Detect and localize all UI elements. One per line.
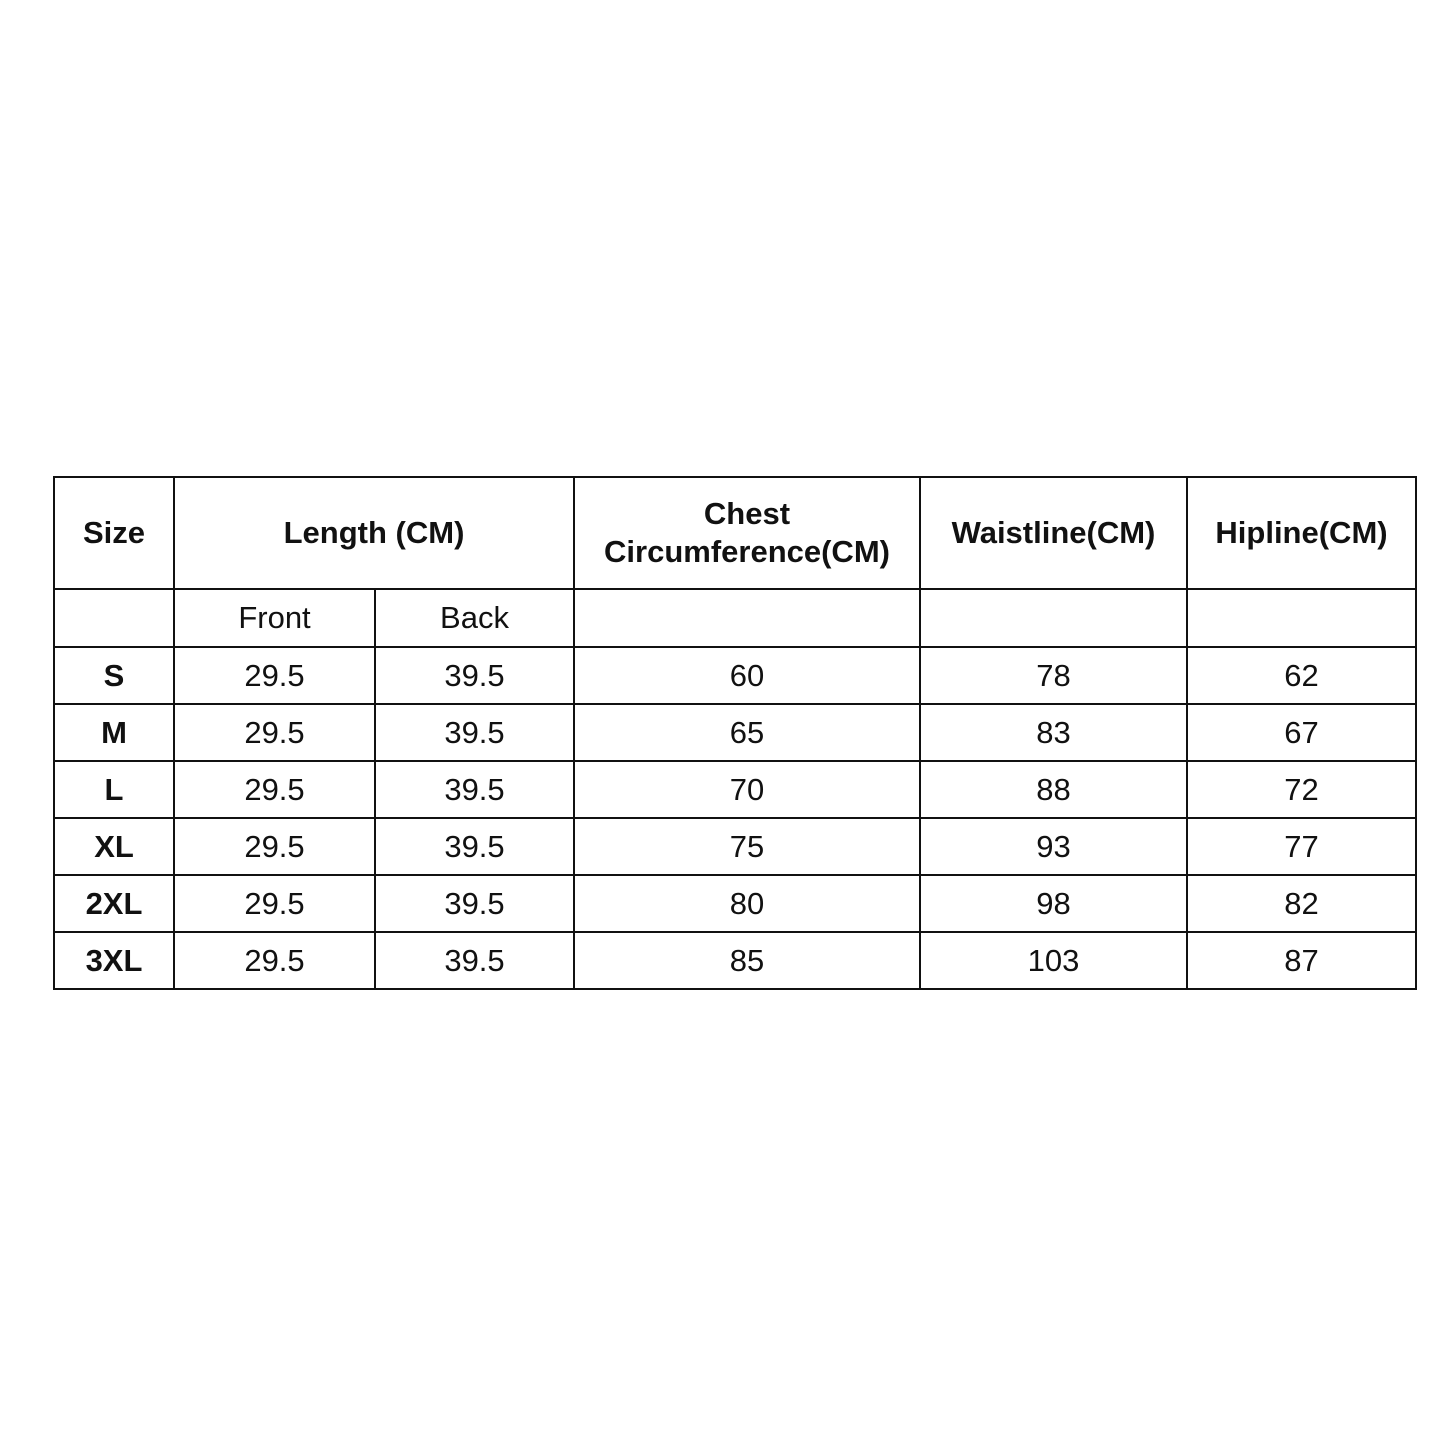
subheader-front: Front — [173, 588, 376, 648]
header-size: Size — [53, 476, 175, 590]
cell-hip: 62 — [1186, 646, 1417, 705]
header-hip: Hipline(CM) — [1186, 476, 1417, 590]
subheader-empty — [1186, 588, 1417, 648]
header-chest: Chest Circumference(CM) — [573, 476, 921, 590]
cell-size: L — [53, 760, 175, 819]
cell-waist: 98 — [919, 874, 1188, 933]
subheader-empty — [53, 588, 175, 648]
cell-hip: 67 — [1186, 703, 1417, 762]
table-row: S 29.5 39.5 60 78 62 — [53, 646, 1417, 705]
header-chest-line1: Chest — [703, 496, 791, 531]
cell-chest: 85 — [573, 931, 921, 990]
cell-front: 29.5 — [173, 931, 376, 990]
cell-size: XL — [53, 817, 175, 876]
cell-size: M — [53, 703, 175, 762]
table-row: 2XL 29.5 39.5 80 98 82 — [53, 874, 1417, 933]
cell-waist: 88 — [919, 760, 1188, 819]
table-row: L 29.5 39.5 70 88 72 — [53, 760, 1417, 819]
cell-front: 29.5 — [173, 817, 376, 876]
cell-back: 39.5 — [374, 817, 575, 876]
cell-back: 39.5 — [374, 703, 575, 762]
cell-back: 39.5 — [374, 646, 575, 705]
cell-size: 3XL — [53, 931, 175, 990]
subheader-back: Back — [374, 588, 575, 648]
cell-hip: 82 — [1186, 874, 1417, 933]
cell-size: 2XL — [53, 874, 175, 933]
table-row: 3XL 29.5 39.5 85 103 87 — [53, 931, 1417, 990]
cell-chest: 70 — [573, 760, 921, 819]
header-row: Size Length (CM) Chest Circumference(CM) … — [53, 476, 1417, 590]
header-length: Length (CM) — [173, 476, 575, 590]
cell-waist: 93 — [919, 817, 1188, 876]
cell-front: 29.5 — [173, 874, 376, 933]
cell-front: 29.5 — [173, 646, 376, 705]
cell-back: 39.5 — [374, 874, 575, 933]
table-row: M 29.5 39.5 65 83 67 — [53, 703, 1417, 762]
cell-waist: 78 — [919, 646, 1188, 705]
cell-waist: 83 — [919, 703, 1188, 762]
table-row: XL 29.5 39.5 75 93 77 — [53, 817, 1417, 876]
cell-hip: 87 — [1186, 931, 1417, 990]
cell-chest: 60 — [573, 646, 921, 705]
cell-front: 29.5 — [173, 703, 376, 762]
cell-chest: 75 — [573, 817, 921, 876]
size-chart-table: Size Length (CM) Chest Circumference(CM) … — [53, 476, 1417, 990]
subheader-row: Front Back — [53, 588, 1417, 648]
cell-hip: 72 — [1186, 760, 1417, 819]
cell-back: 39.5 — [374, 760, 575, 819]
cell-hip: 77 — [1186, 817, 1417, 876]
subheader-empty — [919, 588, 1188, 648]
cell-front: 29.5 — [173, 760, 376, 819]
header-waist: Waistline(CM) — [919, 476, 1188, 590]
cell-back: 39.5 — [374, 931, 575, 990]
cell-chest: 65 — [573, 703, 921, 762]
subheader-empty — [573, 588, 921, 648]
cell-chest: 80 — [573, 874, 921, 933]
cell-size: S — [53, 646, 175, 705]
cell-waist: 103 — [919, 931, 1188, 990]
header-chest-line2: Circumference(CM) — [604, 534, 890, 569]
